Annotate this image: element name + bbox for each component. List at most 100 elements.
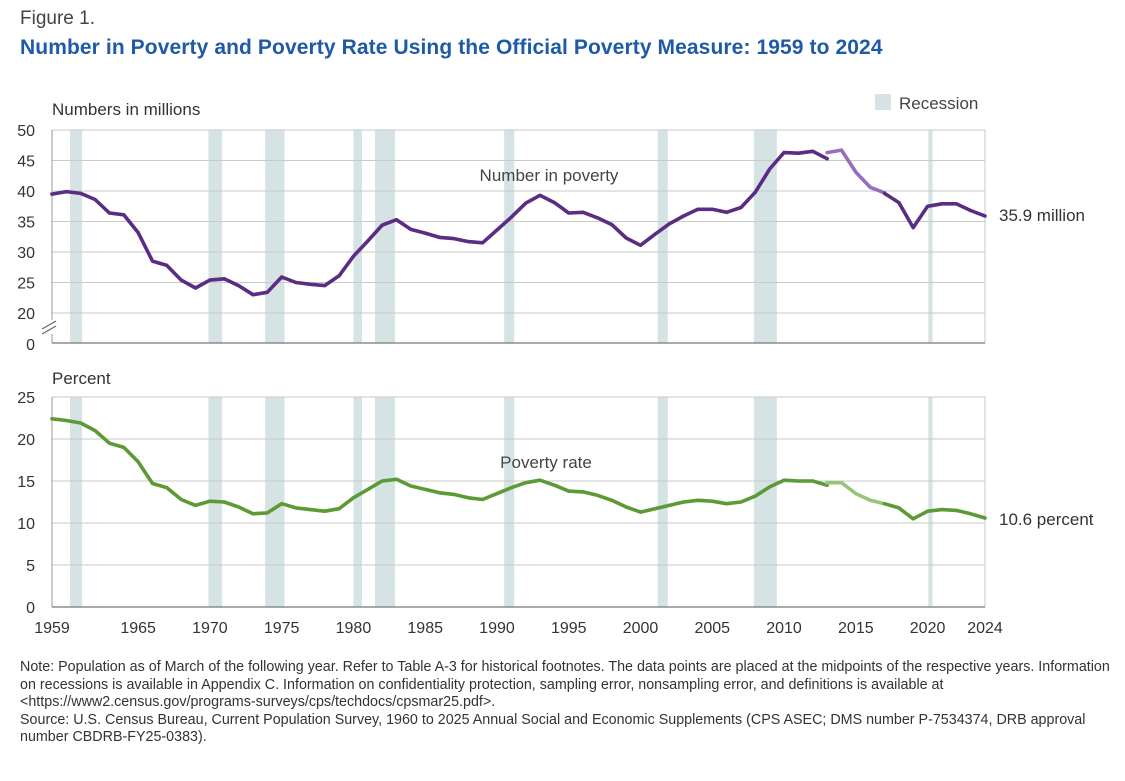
data-point-rate-1985 <box>423 487 427 491</box>
data-point-rate-2003 <box>682 500 686 504</box>
data-point-number-1997 <box>595 216 600 220</box>
data-point-rate-1983 <box>394 477 399 481</box>
recession-band-number-4 <box>374 130 396 343</box>
series-line-rate-0 <box>50 417 829 516</box>
data-point-number-2012 <box>811 149 815 153</box>
data-point-number-1991 <box>509 215 513 219</box>
data-point-rate-2004 <box>696 498 700 502</box>
chart-labels: Numbers in millions Percent Number in po… <box>26 94 1094 529</box>
data-point-rate-2002 <box>667 503 671 507</box>
recession-band-number-1 <box>208 130 223 343</box>
data-point-number-2007 <box>739 205 743 210</box>
data-point-rate-1974 <box>265 511 269 515</box>
data-point-number-1970 <box>208 278 212 282</box>
gridlines <box>52 129 985 608</box>
data-point-number-1986 <box>438 235 442 239</box>
data-point-number-1990 <box>495 228 499 232</box>
data-point-rate-1968 <box>179 497 183 502</box>
poverty-rate-label: Poverty rate <box>500 453 592 472</box>
data-point-number-1973 <box>251 293 255 297</box>
data-point-number-1963 <box>107 211 111 215</box>
data-point-rate-1982 <box>380 479 384 483</box>
y-tick-label-rate-25: 25 <box>17 390 35 407</box>
x-tick-label-2000: 2000 <box>623 620 659 637</box>
data-point-rate-1992 <box>524 481 528 485</box>
data-point-rate-1972 <box>237 505 241 509</box>
data-point-number-2024-2 <box>983 214 987 218</box>
data-point-rate-1975 <box>280 502 284 506</box>
data-point-number-1999 <box>624 236 628 240</box>
data-point-rate-1988 <box>466 496 470 500</box>
data-point-number-2020-2 <box>926 204 930 208</box>
number-in-poverty-label: Number in poverty <box>480 166 619 185</box>
data-point-number-1981 <box>366 239 370 243</box>
data-point-rate-1995 <box>567 489 571 493</box>
data-point-rate-2008 <box>753 494 757 498</box>
data-point-number-2003 <box>682 214 686 218</box>
recession-band-number-0 <box>69 130 83 343</box>
data-point-number-1964 <box>122 213 126 217</box>
series-line-rate-2 <box>882 501 987 521</box>
data-point-number-2014-1 <box>839 148 844 152</box>
x-tick-label-1990: 1990 <box>479 620 515 637</box>
x-tick-label-2010: 2010 <box>766 620 802 637</box>
recession-band-rate-6 <box>657 397 668 607</box>
data-point-rate-2014-1 <box>839 481 844 485</box>
data-point-rate-2005 <box>710 499 714 503</box>
data-point-number-1987 <box>452 237 456 241</box>
data-point-rate-2020-2 <box>926 509 930 513</box>
data-point-rate-1989 <box>481 497 485 502</box>
y-tick-label-number-20: 20 <box>17 306 35 323</box>
data-point-number-1976 <box>294 280 298 285</box>
data-point-number-2004 <box>696 207 700 211</box>
data-point-rate-2007 <box>739 500 743 504</box>
x-tick-label-1985: 1985 <box>407 620 443 637</box>
data-point-number-2006 <box>725 210 729 214</box>
y-tick-label-rate-15: 15 <box>17 474 35 491</box>
figure-title: Number in Poverty and Poverty Rate Using… <box>20 36 883 59</box>
series-line-number-2 <box>882 191 987 230</box>
data-point-number-2002 <box>667 222 671 226</box>
data-point-rate-2023-2 <box>969 512 973 516</box>
data-point-number-2022-2 <box>954 202 958 206</box>
data-point-number-1966 <box>150 259 155 263</box>
data-point-rate-1998 <box>610 498 614 502</box>
data-point-rate-1964 <box>122 445 126 449</box>
data-point-rate-1999 <box>624 505 628 509</box>
data-point-rate-1979 <box>337 507 341 511</box>
y-tick-label-number-50: 50 <box>17 123 35 140</box>
data-point-rate-2012 <box>811 479 815 483</box>
data-point-number-1962 <box>93 197 97 202</box>
note-text: Note: Population as of March of the foll… <box>20 659 1110 711</box>
data-point-number-1959 <box>50 192 54 196</box>
data-point-number-1977 <box>308 282 312 286</box>
axis-break-mark-2 <box>41 325 57 335</box>
recession-band-rate-8 <box>928 397 933 607</box>
data-point-number-1979 <box>337 274 341 278</box>
recession-band-number-6 <box>657 130 668 343</box>
data-point-rate-1959 <box>50 417 54 421</box>
data-point-number-1988 <box>466 240 470 244</box>
data-point-number-1996 <box>581 210 585 214</box>
source-text: Source: U.S. Census Bureau, Current Popu… <box>20 711 1086 746</box>
data-point-number-1972 <box>237 284 241 288</box>
data-point-rate-1986 <box>438 491 442 495</box>
x-tick-label-1965: 1965 <box>120 620 156 637</box>
data-point-number-2015-1 <box>854 170 858 174</box>
y-tick-label-number-25: 25 <box>17 276 35 293</box>
data-point-number-2023-2 <box>969 208 973 213</box>
series-lines <box>50 148 987 521</box>
data-point-number-1983 <box>394 218 399 222</box>
data-point-number-2005 <box>710 207 714 211</box>
x-tick-label-1970: 1970 <box>192 620 228 637</box>
data-point-rate-2006 <box>725 502 729 506</box>
data-point-number-1965 <box>136 230 140 235</box>
data-point-rate-2009 <box>768 485 772 489</box>
data-point-number-1960 <box>64 190 68 194</box>
data-point-rate-1970 <box>208 499 212 503</box>
data-point-number-2010 <box>782 151 786 155</box>
data-point-number-2013-1 <box>825 151 829 155</box>
data-point-rate-2016-1 <box>868 498 872 502</box>
x-tick-label-2024: 2024 <box>967 620 1003 637</box>
top-y-axis-label: Numbers in millions <box>52 100 200 119</box>
